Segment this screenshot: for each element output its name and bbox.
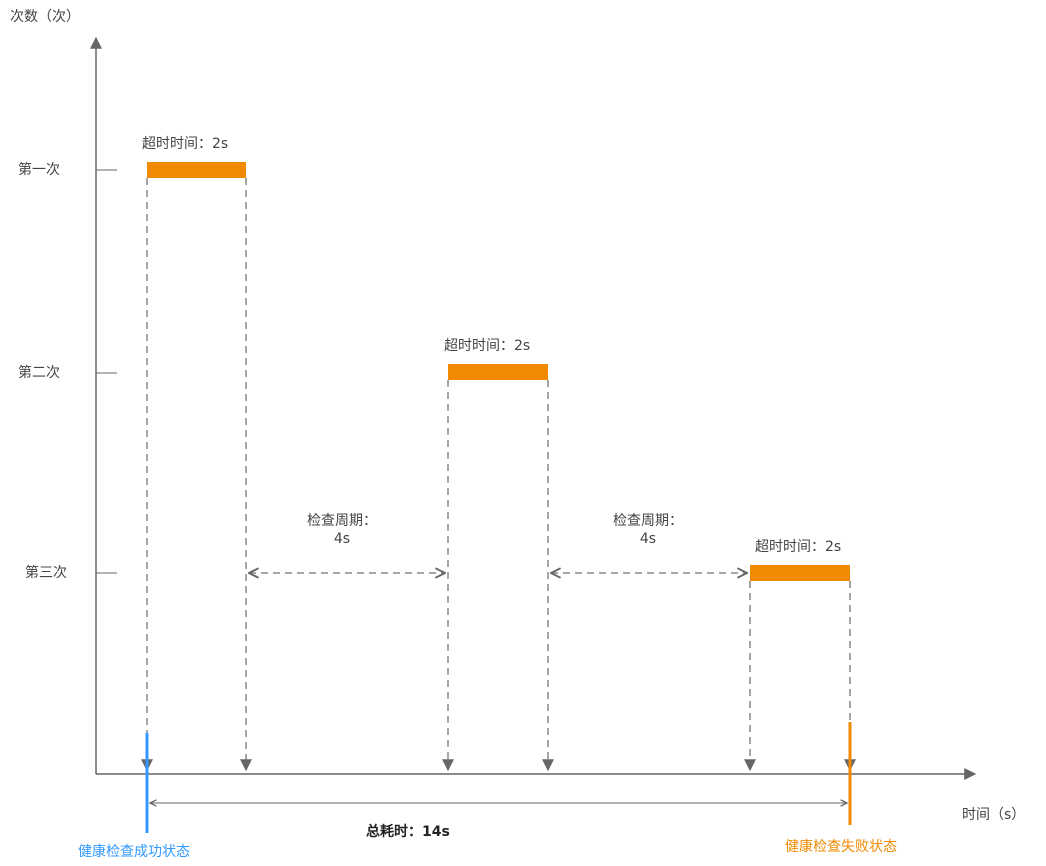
period-label-1: 检查周期： 4s — [292, 512, 392, 548]
period-label-2-line1: 检查周期： — [613, 513, 683, 529]
failure-state-label: 健康检查失败状态 — [785, 839, 897, 855]
y-level-label-2: 第二次 — [18, 365, 60, 381]
period-label-2-line2: 4s — [639, 531, 657, 547]
timeout-label-2: 超时时间：2s — [444, 338, 531, 354]
timeout-bar-3 — [750, 565, 850, 581]
period-label-1-line2: 4s — [333, 531, 351, 547]
y-level-label-1: 第一次 — [18, 162, 60, 178]
period-label-1-line1: 检查周期： — [307, 513, 377, 529]
timeout-bar-1 — [147, 162, 246, 178]
timeout-label-1: 超时时间：2s — [142, 136, 229, 152]
period-label-2: 检查周期： 4s — [598, 512, 698, 548]
timeout-label-3: 超时时间：2s — [755, 539, 842, 555]
y-level-label-3: 第三次 — [25, 565, 67, 581]
x-axis-title: 时间（s） — [962, 807, 1026, 823]
y-axis-title: 次数（次） — [10, 9, 80, 25]
timeout-bar-2 — [448, 364, 548, 380]
total-duration-label: 总耗时：14s — [366, 824, 450, 840]
success-state-label: 健康检查成功状态 — [78, 844, 190, 860]
